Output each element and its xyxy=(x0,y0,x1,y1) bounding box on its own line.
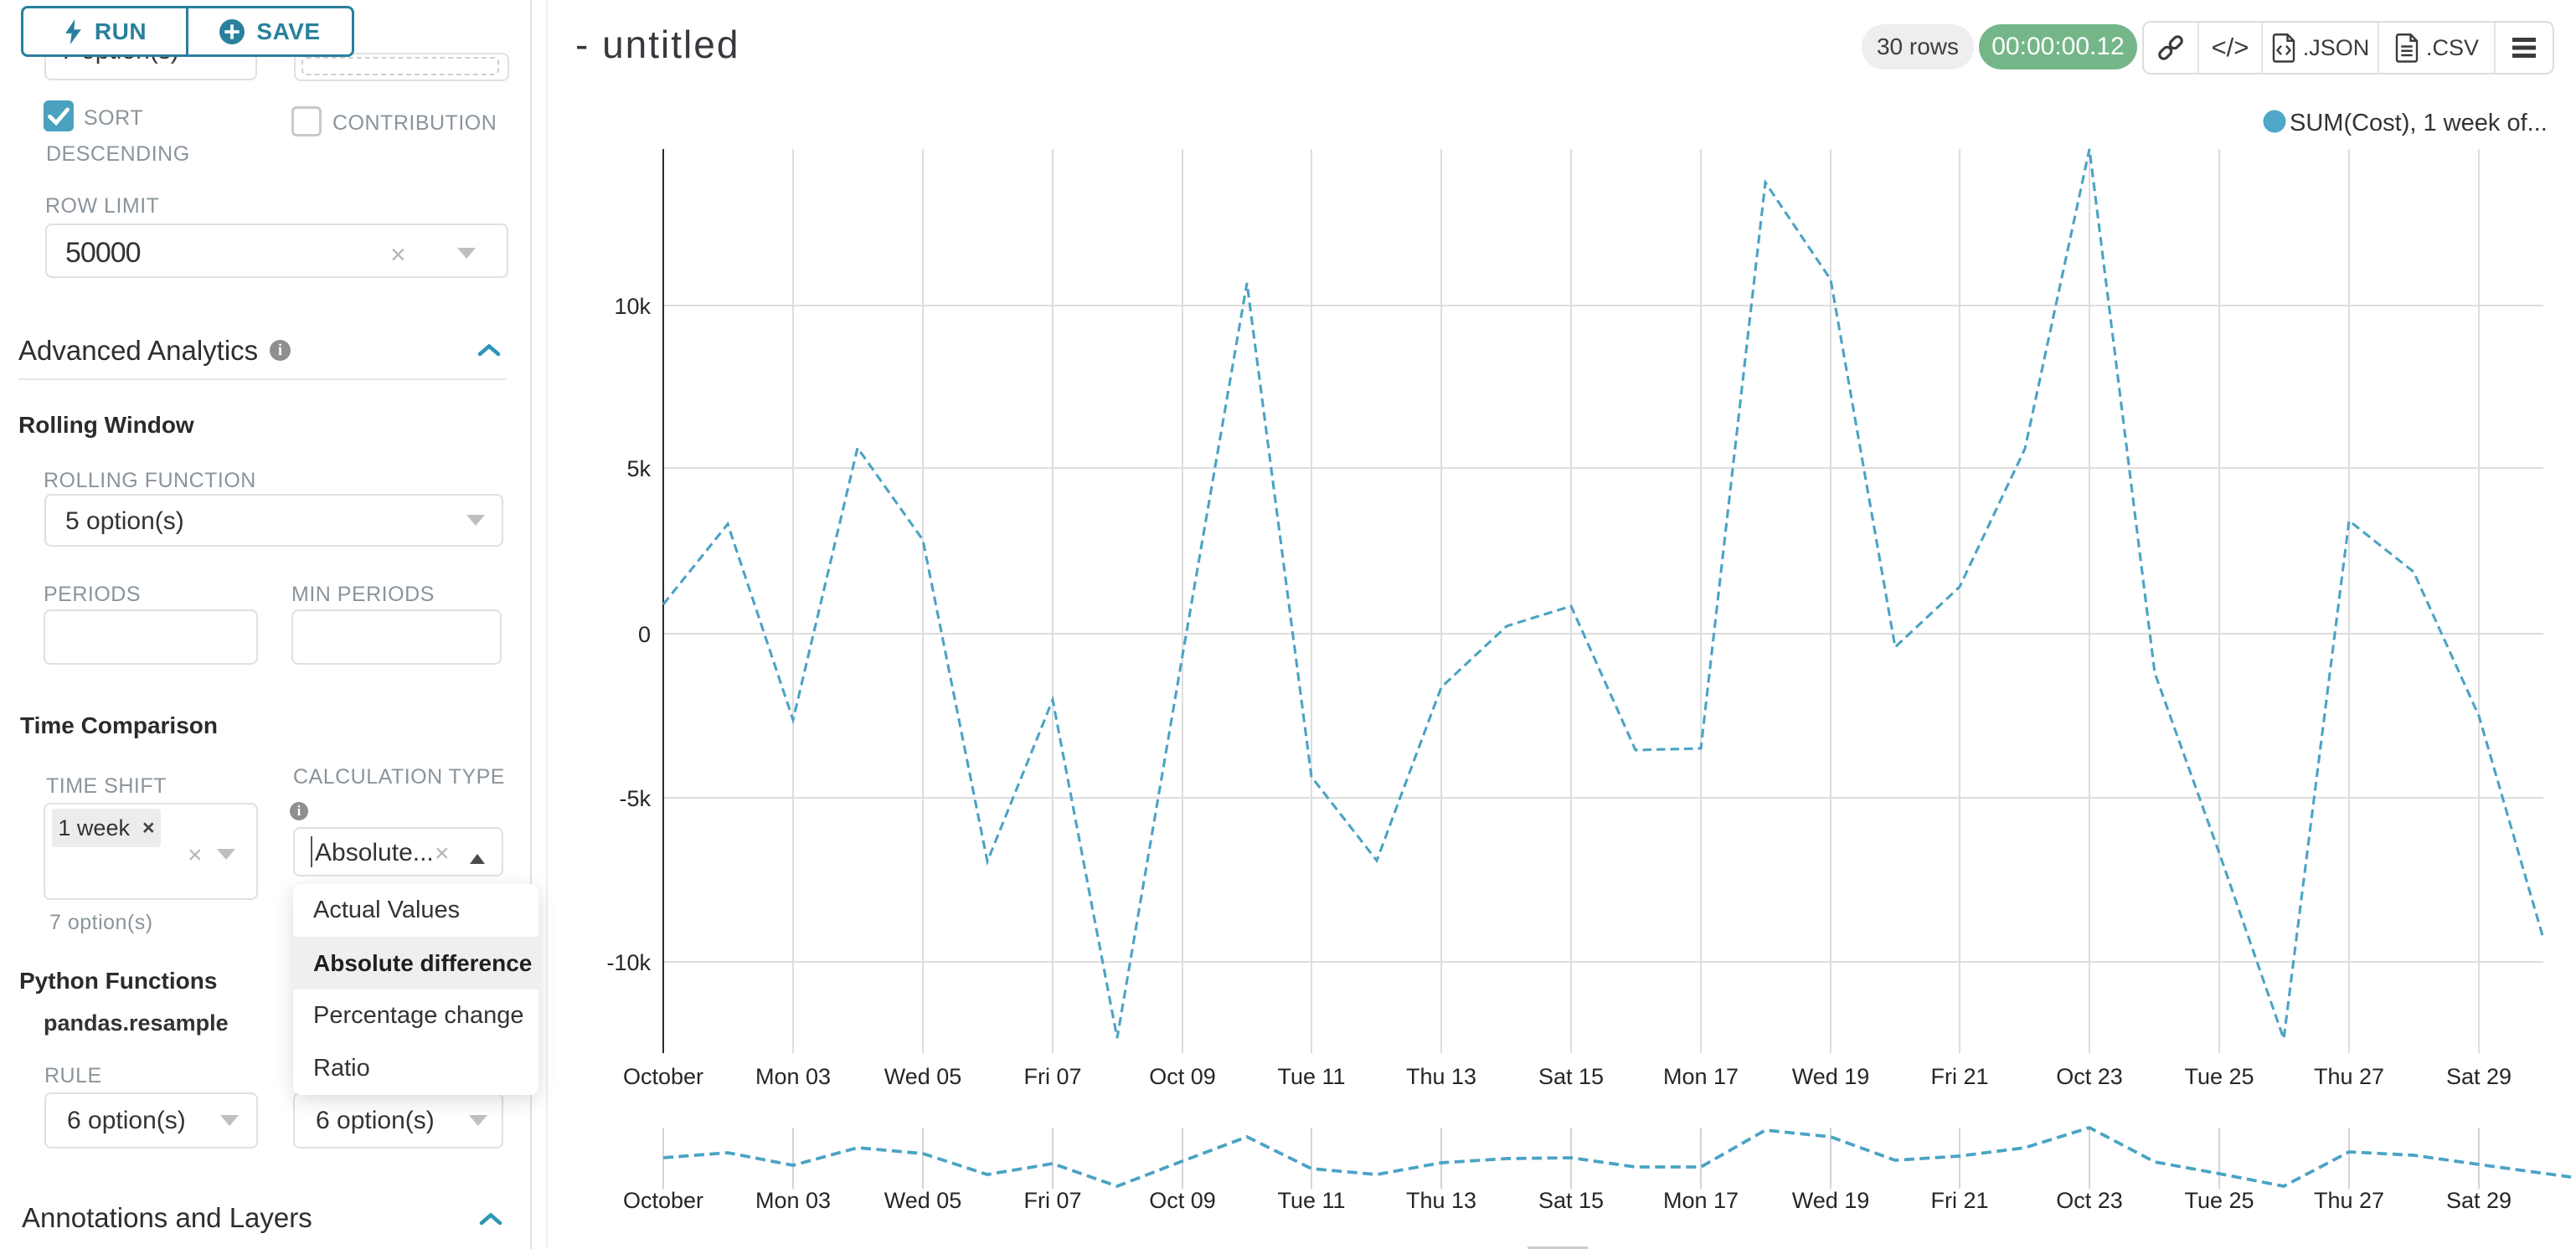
svg-text:Mon 17: Mon 17 xyxy=(1663,1064,1739,1089)
svg-text:Fri 21: Fri 21 xyxy=(1930,1188,1988,1213)
svg-text:Tue 25: Tue 25 xyxy=(2184,1188,2254,1213)
svg-text:0: 0 xyxy=(638,622,651,647)
svg-text:-10k: -10k xyxy=(606,950,651,975)
svg-text:Tue 11: Tue 11 xyxy=(1277,1064,1345,1089)
svg-text:Oct 09: Oct 09 xyxy=(1149,1064,1216,1089)
svg-text:Sat 15: Sat 15 xyxy=(1538,1188,1604,1213)
svg-text:Wed 05: Wed 05 xyxy=(884,1064,962,1089)
svg-text:Tue 11: Tue 11 xyxy=(1277,1188,1345,1213)
svg-text:Tue 25: Tue 25 xyxy=(2184,1064,2254,1089)
svg-text:Wed 19: Wed 19 xyxy=(1792,1188,1870,1213)
svg-text:Fri 21: Fri 21 xyxy=(1930,1064,1988,1089)
svg-text:Thu 13: Thu 13 xyxy=(1406,1064,1476,1089)
svg-text:Wed 05: Wed 05 xyxy=(884,1188,962,1213)
svg-text:Thu 13: Thu 13 xyxy=(1406,1188,1476,1213)
svg-text:Sat 29: Sat 29 xyxy=(2446,1188,2512,1213)
svg-text:Mon 17: Mon 17 xyxy=(1663,1188,1739,1213)
svg-text:Oct 23: Oct 23 xyxy=(2056,1188,2123,1213)
svg-text:5k: 5k xyxy=(626,456,651,481)
svg-text:Mon 03: Mon 03 xyxy=(755,1064,831,1089)
svg-text:Oct 23: Oct 23 xyxy=(2056,1064,2123,1089)
svg-text:Fri 07: Fri 07 xyxy=(1023,1064,1081,1089)
svg-text:Wed 19: Wed 19 xyxy=(1792,1064,1870,1089)
svg-text:Oct 09: Oct 09 xyxy=(1149,1188,1216,1213)
svg-text:Mon 03: Mon 03 xyxy=(755,1188,831,1213)
svg-text:Fri 07: Fri 07 xyxy=(1023,1188,1081,1213)
svg-text:Thu 27: Thu 27 xyxy=(2314,1064,2384,1089)
svg-text:Sat 15: Sat 15 xyxy=(1538,1064,1604,1089)
svg-text:Sat 29: Sat 29 xyxy=(2446,1064,2512,1089)
svg-text:SUM(Cost), 1 week of...: SUM(Cost), 1 week of... xyxy=(2290,110,2548,136)
svg-text:October: October xyxy=(623,1064,703,1089)
svg-text:10k: 10k xyxy=(614,294,651,319)
svg-text:October: October xyxy=(623,1188,703,1213)
svg-text:Thu 27: Thu 27 xyxy=(2314,1188,2384,1213)
svg-text:-5k: -5k xyxy=(619,786,651,811)
